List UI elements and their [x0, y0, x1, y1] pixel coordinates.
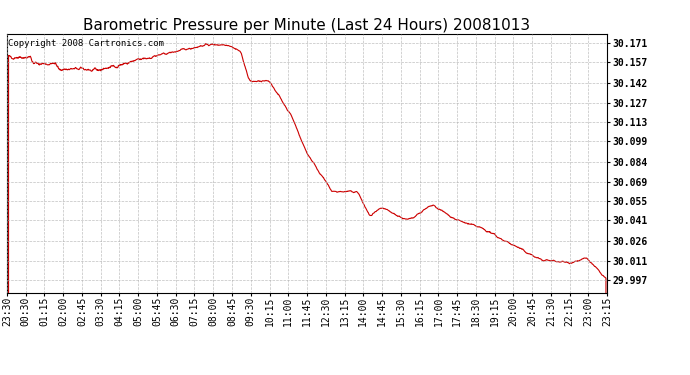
Text: Copyright 2008 Cartronics.com: Copyright 2008 Cartronics.com: [8, 39, 164, 48]
Title: Barometric Pressure per Minute (Last 24 Hours) 20081013: Barometric Pressure per Minute (Last 24 …: [83, 18, 531, 33]
